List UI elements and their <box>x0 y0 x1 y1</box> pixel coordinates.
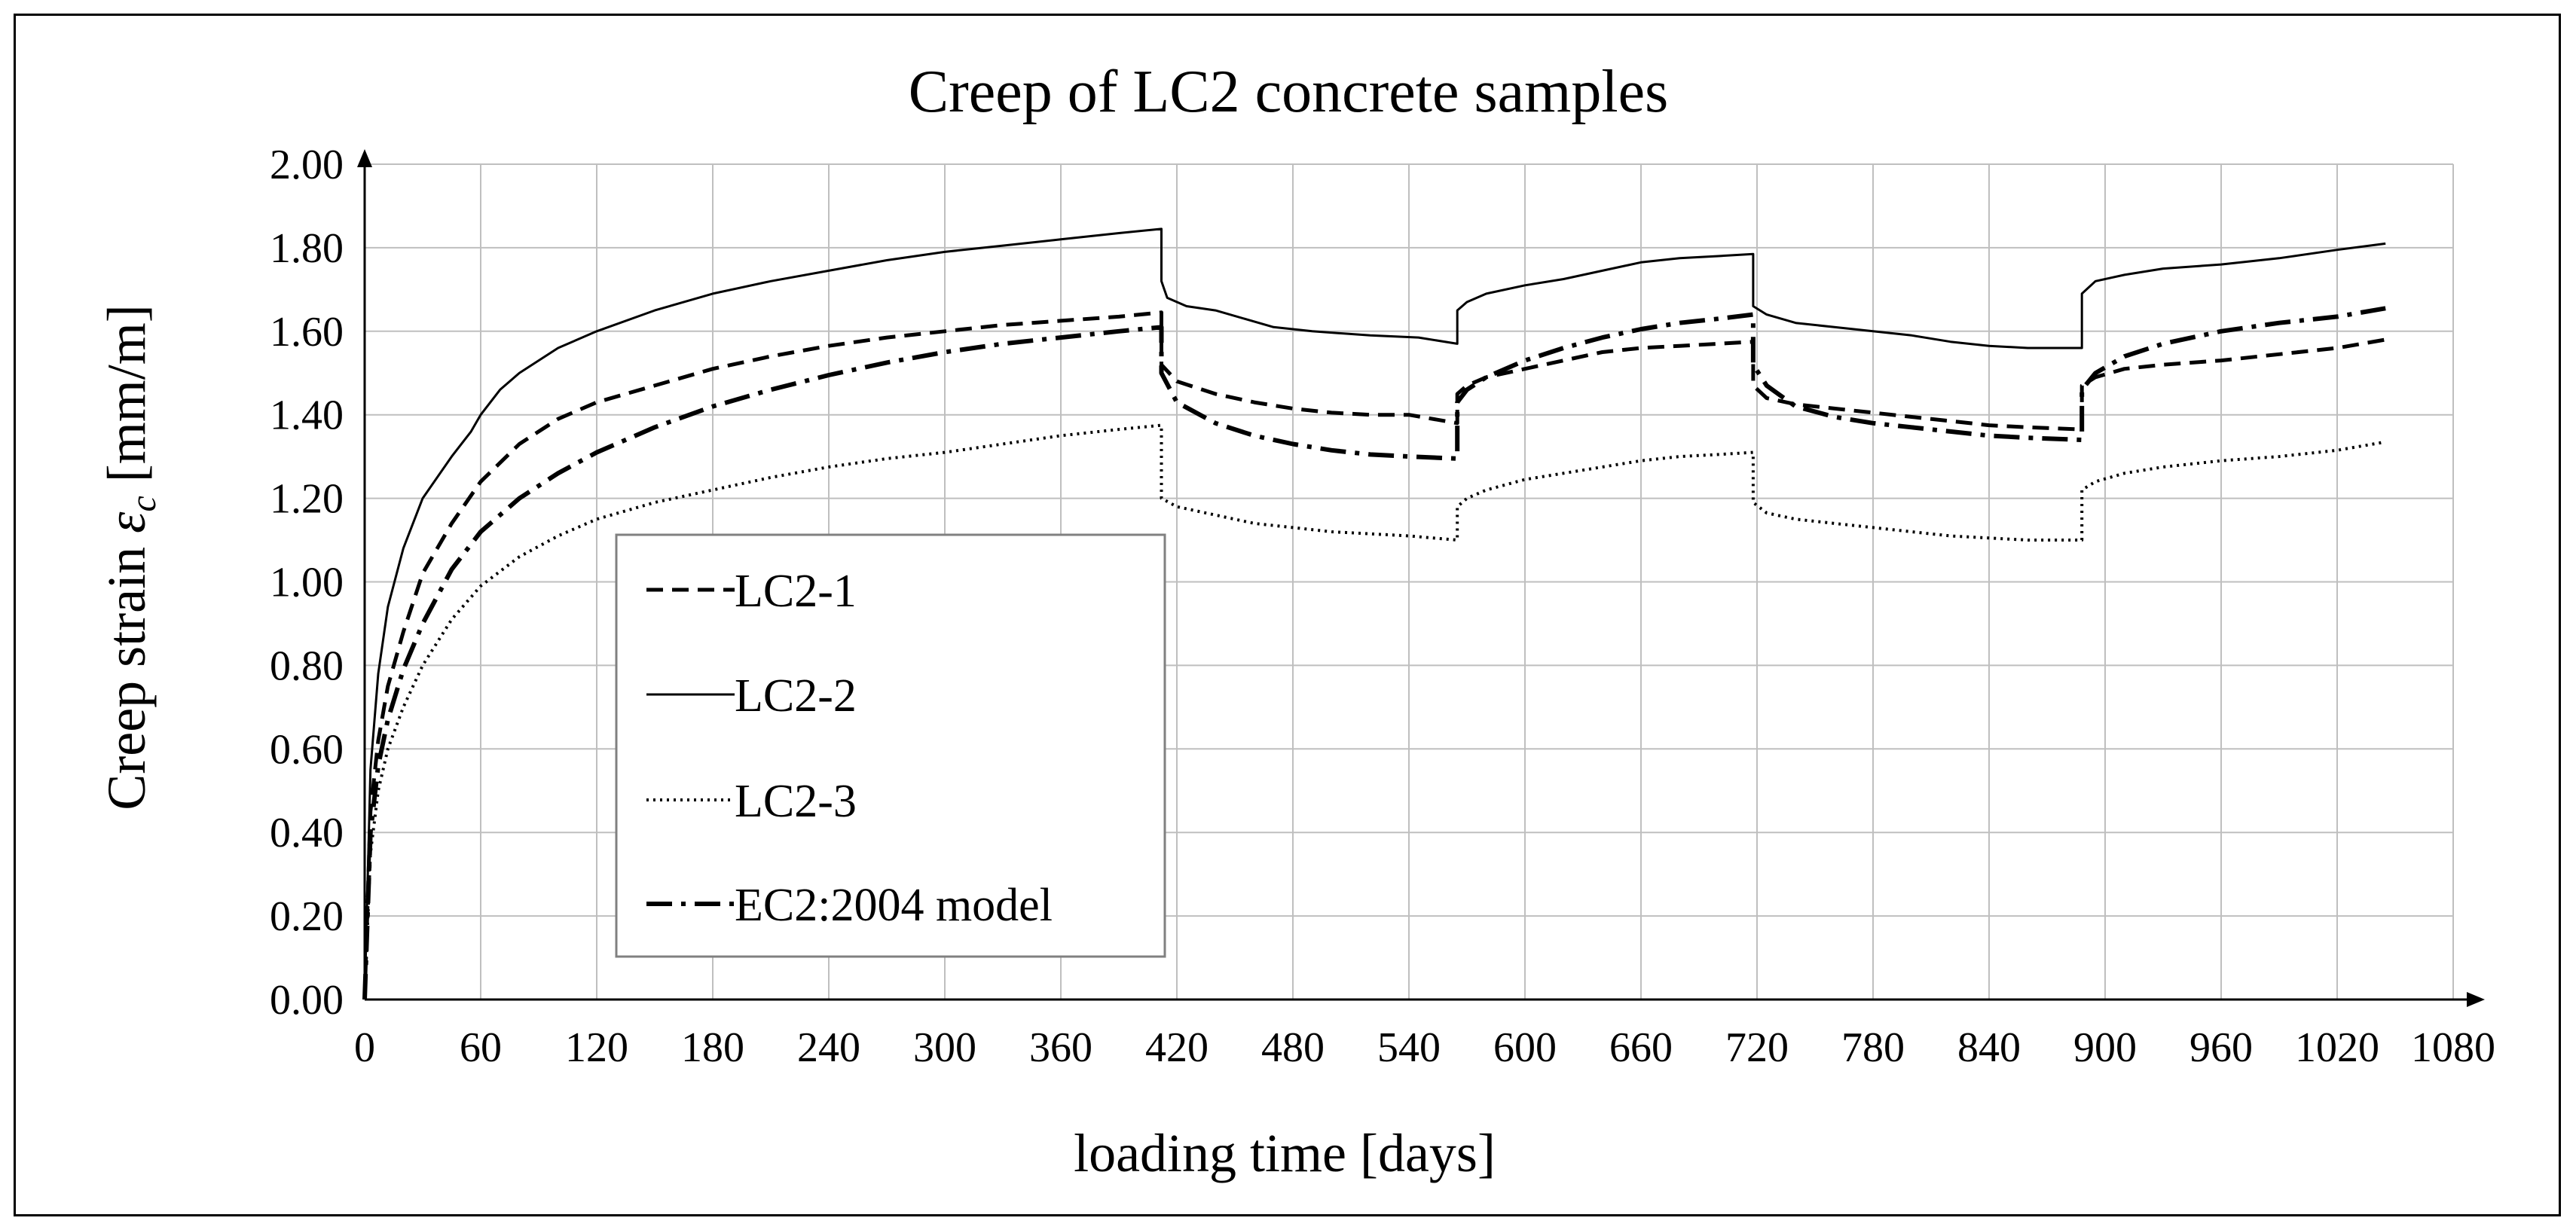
x-tick-label: 960 <box>2189 1024 2253 1071</box>
x-tick-label: 120 <box>565 1024 628 1071</box>
legend-box <box>615 533 1166 958</box>
y-tick-labels: 0.00 0.20 0.40 0.60 0.80 1.00 1.20 1.40 1.60 1.80… <box>270 142 344 1024</box>
chart-frame <box>14 14 2561 1216</box>
x-tick-label: 480 <box>1261 1024 1325 1071</box>
y-tick-label: 1.80 <box>270 225 344 272</box>
axes <box>357 149 2485 1007</box>
legend-label-lc2-3: LC2-3 <box>735 776 857 827</box>
x-tick-label: 600 <box>1493 1024 1557 1071</box>
y-tick-label: 0.00 <box>270 977 344 1024</box>
series-lines <box>362 227 2386 1000</box>
series-line-ec2-2004-model <box>362 306 2386 1000</box>
x-tick-label: 900 <box>2073 1024 2137 1071</box>
x-axis-title: loading time [days] <box>1074 1123 1496 1183</box>
series-line-lc2-2 <box>363 227 2386 1000</box>
y-axis-title: Creep strain εc [mm/m] <box>96 304 163 810</box>
x-axis-arrow-icon <box>2467 992 2485 1007</box>
legend-label-ec2-model: EC2:2004 model <box>735 880 1053 931</box>
series-line-lc2-1 <box>362 310 2386 1000</box>
x-tick-label: 360 <box>1029 1024 1092 1071</box>
x-tick-label: 240 <box>797 1024 860 1071</box>
y-axis-title-suffix: [mm/m] <box>96 304 157 496</box>
y-tick-label: 1.00 <box>270 560 344 606</box>
series-line-lc2-3 <box>363 423 2386 1000</box>
x-tick-label: 660 <box>1609 1024 1673 1071</box>
legend: LC2-1 LC2-2 LC2-3 EC2:2004 model <box>615 533 1166 958</box>
y-tick-label: 1.20 <box>270 476 344 523</box>
x-tick-label: 420 <box>1145 1024 1209 1071</box>
y-tick-label: 1.40 <box>270 392 344 439</box>
x-tick-label: 1020 <box>2295 1024 2379 1071</box>
chart-title: Creep of LC2 concrete samples <box>909 59 1669 125</box>
y-tick-label: 0.40 <box>270 810 344 856</box>
y-axis-title-subscript: c <box>124 496 163 511</box>
y-tick-label: 0.60 <box>270 726 344 773</box>
y-axis-title-symbol: ε <box>96 511 157 533</box>
x-tick-label: 0 <box>354 1024 375 1071</box>
y-axis-title-prefix: Creep strain <box>96 533 157 810</box>
x-tick-label: 180 <box>681 1024 744 1071</box>
y-tick-label: 0.80 <box>270 642 344 689</box>
legend-label-lc2-1: LC2-1 <box>735 566 857 617</box>
x-tick-label: 840 <box>1957 1024 2021 1071</box>
x-tick-label: 1080 <box>2411 1024 2495 1071</box>
y-tick-label: 0.20 <box>270 893 344 940</box>
x-tick-label: 300 <box>913 1024 976 1071</box>
x-tick-label: 780 <box>1841 1024 1905 1071</box>
x-tick-label: 540 <box>1377 1024 1441 1071</box>
x-tick-label: 720 <box>1725 1024 1789 1071</box>
legend-label-lc2-2: LC2-2 <box>735 670 857 722</box>
y-axis-arrow-icon <box>357 149 372 167</box>
x-tick-label: 60 <box>460 1024 502 1071</box>
y-tick-label: 1.60 <box>270 309 344 356</box>
x-tick-labels: 0 60 120 180 240 300 360 420 480 540 600 660 720 780 8… <box>354 1024 2495 1071</box>
y-tick-label: 2.00 <box>270 142 344 188</box>
